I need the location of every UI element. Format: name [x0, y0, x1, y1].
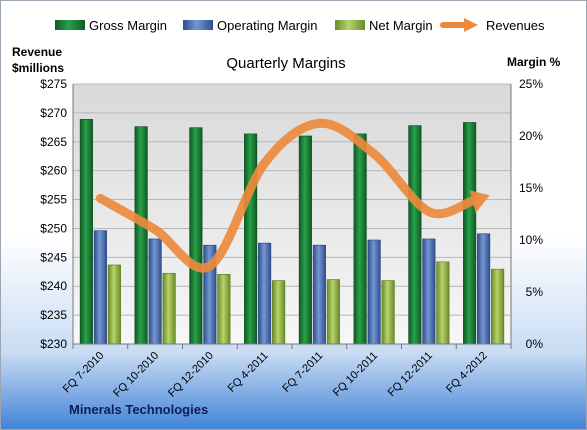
legend-swatch-net-margin [335, 20, 365, 30]
legend-swatch-operating-margin [183, 20, 213, 30]
y-axis-right-ticks: 0% 5% 10% 15% 20% 25% [519, 77, 543, 351]
y-axis-left-title-line2: $millions [12, 61, 64, 75]
bar-gross-margin [244, 133, 258, 345]
y-axis-right-title: Margin % [507, 55, 561, 69]
bar-gross-margin [353, 133, 367, 345]
bar-net-margin [326, 279, 340, 345]
y-tick-right-label: 10% [519, 233, 543, 247]
revenue-line-layer [95, 118, 490, 273]
bar-net-margin [436, 261, 450, 345]
revenue-line-arrowhead [469, 190, 490, 214]
y-tick-left-label: $245 [40, 250, 67, 264]
y-tick-left-label: $230 [40, 337, 67, 351]
legend-swatch-gross-margin [55, 20, 85, 30]
bar-operating-margin [477, 233, 491, 345]
bar-net-margin [381, 280, 395, 345]
bar-operating-margin [422, 238, 436, 345]
bar-operating-margin [148, 238, 162, 345]
y-tick-left-label: $240 [40, 279, 67, 293]
y-tick-left-label: $255 [40, 193, 67, 207]
bar-net-margin [107, 264, 121, 345]
bar-gross-margin [189, 127, 203, 345]
bar-operating-margin [367, 239, 381, 345]
bar-operating-margin [93, 230, 107, 345]
bar-net-margin [162, 272, 176, 345]
bar-gross-margin [79, 119, 93, 345]
y-tick-right-label: 25% [519, 77, 543, 91]
legend: Gross Margin Operating Margin Net Margin… [55, 18, 545, 33]
chart-title: Quarterly Margins [226, 55, 345, 72]
y-tick-left-label: $250 [40, 221, 67, 235]
bar-gross-margin [408, 125, 422, 345]
y-tick-left-label: $275 [40, 77, 67, 91]
revenue-line [95, 118, 477, 273]
bars [79, 119, 505, 345]
footer-company-name: Minerals Technologies [69, 402, 208, 417]
legend-label-revenues: Revenues [486, 18, 545, 33]
bar-gross-margin [134, 126, 148, 345]
bar-gross-margin [463, 122, 477, 345]
y-axis-left-title-line1: Revenue [12, 45, 62, 59]
y-tick-left-label: $260 [40, 164, 67, 178]
bar-gross-margin [298, 135, 312, 345]
y-tick-right-label: 0% [526, 337, 544, 351]
legend-label-gross-margin: Gross Margin [89, 18, 167, 33]
bar-net-margin [217, 274, 231, 345]
legend-swatch-revenues [440, 18, 478, 32]
y-tick-right-label: 5% [526, 285, 544, 299]
bar-operating-margin [258, 242, 272, 345]
bar-net-margin [272, 280, 286, 345]
legend-label-operating-margin: Operating Margin [217, 18, 317, 33]
legend-label-net-margin: Net Margin [369, 18, 433, 33]
y-axis-left-ticks: $230 $235 $240 $245 $250 $255 $260 $265 $270 $275 [40, 77, 67, 351]
y-tick-right-label: 20% [519, 129, 543, 143]
bar-net-margin [491, 268, 505, 345]
bar-operating-margin [312, 244, 326, 345]
axes [72, 84, 512, 349]
y-tick-right-label: 15% [519, 181, 543, 195]
y-tick-left-label: $235 [40, 308, 67, 322]
y-tick-left-label: $270 [40, 106, 67, 120]
y-tick-left-label: $265 [40, 135, 67, 149]
